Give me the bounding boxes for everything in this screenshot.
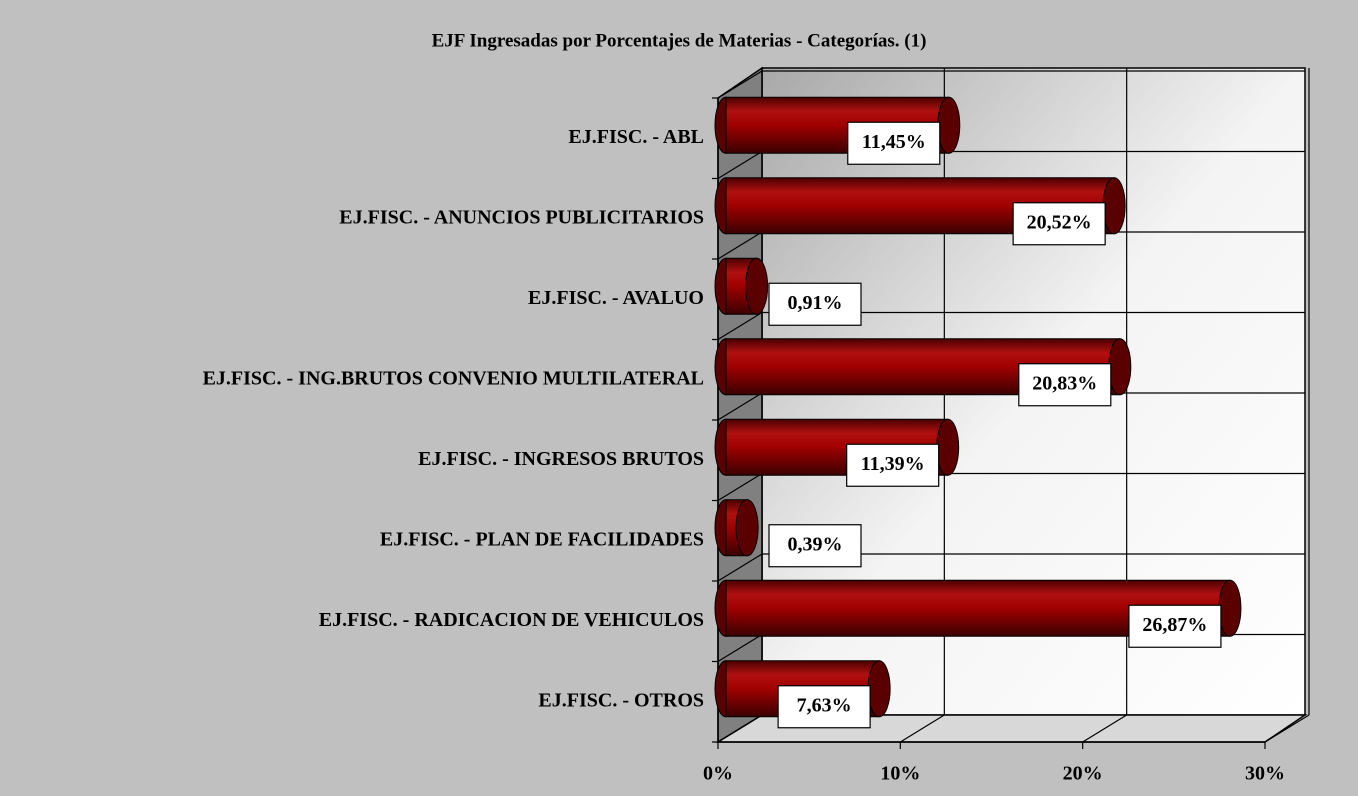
value-label: 20,52% — [1027, 211, 1092, 233]
value-label-box — [1018, 363, 1112, 407]
value-label: 11,45% — [862, 131, 926, 153]
bar-end-cap — [867, 660, 891, 718]
y-tick-label: EJ.FISC. - ABL — [568, 126, 704, 148]
value-label: 20,83% — [1032, 372, 1097, 394]
grid-line — [717, 392, 763, 421]
bar-end-cap — [1108, 338, 1132, 396]
grid-line — [717, 231, 763, 260]
bar-end-cap — [1218, 579, 1242, 637]
y-tick-label: EJ.FISC. - PLAN DE FACILIDADES — [380, 528, 704, 550]
y-tick-label: EJ.FISC. - ING.BRUTOS CONVENIO MULTILATE… — [203, 367, 704, 389]
x-tick-label: 0% — [703, 763, 733, 785]
value-label-box — [768, 282, 862, 326]
grid-line — [717, 311, 763, 341]
value-label-box — [768, 524, 862, 568]
y-tick-label: EJ.FISC. - OTROS — [538, 689, 704, 711]
value-label: 0,39% — [788, 533, 843, 555]
grid-line — [1082, 714, 1127, 743]
bar-end-cap — [745, 257, 769, 315]
grid-line — [717, 472, 763, 502]
x-tick-label: 30% — [1245, 763, 1285, 785]
grid-line — [1264, 714, 1310, 743]
chart-title: EJF Ingresadas por Porcentajes de Materi… — [432, 30, 927, 51]
y-tick-label: EJ.FISC. - RADICACION DE VEHICULOS — [319, 609, 704, 631]
value-label: 11,39% — [861, 453, 925, 475]
grid-line — [717, 553, 763, 582]
bar-end-cap — [936, 418, 960, 476]
value-label: 0,91% — [788, 292, 843, 314]
grid-line — [717, 714, 763, 743]
x-tick-label: 20% — [1063, 763, 1103, 785]
value-label: 26,87% — [1142, 614, 1207, 636]
value-label-box — [847, 121, 941, 165]
value-label-box — [1012, 202, 1106, 246]
y-tick-label: EJ.FISC. - ANUNCIOS PUBLICITARIOS — [339, 206, 704, 228]
grid-line — [900, 714, 945, 743]
value-label-box — [846, 443, 940, 487]
grid-line — [717, 633, 763, 663]
value-label: 7,63% — [797, 694, 852, 716]
y-tick-label: EJ.FISC. - INGRESOS BRUTOS — [418, 448, 704, 470]
bar-end-cap — [1102, 177, 1126, 235]
bar-end-cap — [937, 96, 961, 154]
value-label-box — [777, 685, 871, 729]
y-tick-label: EJ.FISC. - AVALUO — [528, 287, 704, 309]
value-label-box — [1128, 604, 1222, 648]
x-tick-label: 10% — [880, 763, 920, 785]
grid-line — [717, 150, 763, 180]
grid-line — [717, 70, 763, 99]
bar-end-cap — [735, 499, 759, 557]
side-wall — [717, 66, 763, 744]
